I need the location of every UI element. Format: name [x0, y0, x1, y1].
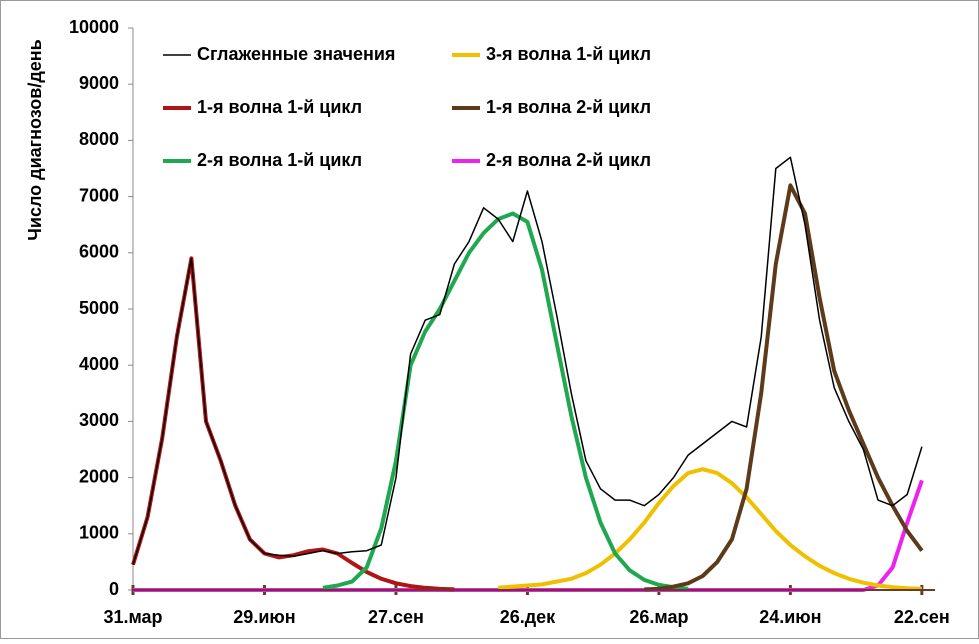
legend-label: 1-я волна 1-й цикл: [197, 97, 362, 117]
series-line: [132, 156, 923, 565]
legend-label: 2-я волна 2-й цикл: [486, 150, 651, 170]
y-axis-label: Число диагнозов/день: [25, 39, 45, 240]
y-tick-label: 1000: [79, 523, 119, 543]
legend-label: Сглаженные значения: [197, 44, 395, 64]
x-tick-label: 22.сен: [894, 607, 950, 627]
y-tick-label: 8000: [79, 129, 119, 149]
x-tick-label: 26.дек: [500, 607, 556, 627]
y-tick-label: 7000: [79, 185, 119, 205]
x-tick-label: 24.июн: [759, 607, 821, 627]
y-tick-label: 0: [109, 579, 119, 599]
series-line: [644, 183, 924, 592]
legend-label: 2-я волна 1-й цикл: [197, 150, 362, 170]
series-line: [322, 211, 689, 591]
y-tick-label: 3000: [79, 410, 119, 430]
y-tick-label: 5000: [79, 298, 119, 318]
y-tick-label: 2000: [79, 466, 119, 486]
legend-label: 3-я волна 1-й цикл: [486, 44, 651, 64]
legend-label: 1-я волна 2-й цикл: [486, 97, 651, 117]
x-tick-label: 27.сен: [368, 607, 424, 627]
x-tick-label: 29.июн: [233, 607, 295, 627]
y-tick-label: 10000: [69, 17, 119, 37]
y-tick-label: 4000: [79, 354, 119, 374]
y-tick-label: 9000: [79, 73, 119, 93]
x-tick-label: 31.мар: [103, 607, 162, 627]
y-tick-label: 6000: [79, 242, 119, 262]
series-line: [498, 467, 922, 591]
x-tick-label: 26.мар: [629, 607, 688, 627]
